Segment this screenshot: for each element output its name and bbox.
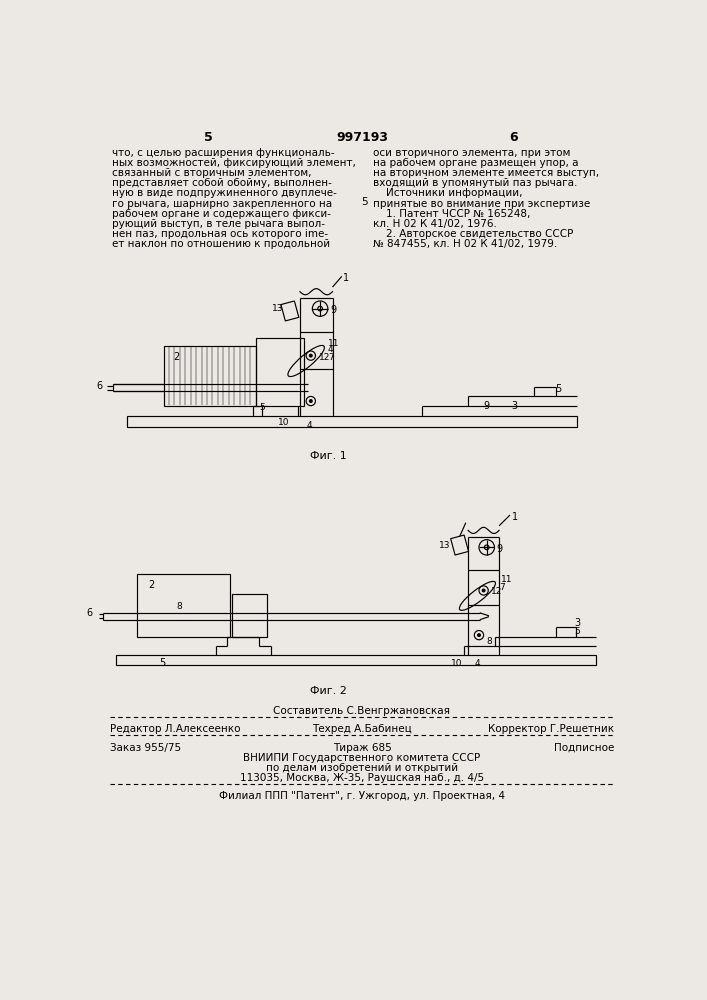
Text: на рабочем органе размещен упор, а: на рабочем органе размещен упор, а — [373, 158, 578, 168]
Text: 6: 6 — [86, 608, 92, 618]
Text: Тираж 685: Тираж 685 — [332, 743, 392, 753]
Bar — [137, 574, 230, 637]
Text: 11: 11 — [328, 339, 339, 348]
Text: Корректор Г.Решетник: Корректор Г.Решетник — [489, 724, 614, 734]
Bar — [450, 535, 469, 555]
Text: 12: 12 — [319, 353, 330, 362]
Text: Филиал ППП "Патент", г. Ужгород, ул. Проектная, 4: Филиал ППП "Патент", г. Ужгород, ул. Про… — [219, 791, 505, 801]
Text: 5: 5 — [159, 658, 165, 668]
Text: 7: 7 — [328, 353, 334, 362]
Text: 13: 13 — [272, 304, 284, 313]
Text: 13: 13 — [438, 541, 450, 550]
Text: 9: 9 — [497, 544, 503, 554]
Text: связанный с вторичным элементом,: связанный с вторичным элементом, — [112, 168, 311, 178]
Text: 10: 10 — [451, 659, 462, 668]
Text: 6: 6 — [509, 131, 518, 144]
Text: 5: 5 — [259, 403, 264, 412]
Text: Составитель С.Венгржановская: Составитель С.Венгржановская — [274, 706, 450, 716]
Text: 5: 5 — [204, 131, 213, 144]
Text: 2: 2 — [174, 352, 180, 362]
Bar — [127, 416, 577, 427]
Text: 4: 4 — [474, 659, 480, 668]
Text: Фиг. 1: Фиг. 1 — [310, 451, 347, 461]
Text: Фиг. 2: Фиг. 2 — [310, 686, 347, 696]
Text: 6: 6 — [96, 381, 103, 391]
Circle shape — [482, 589, 485, 592]
Circle shape — [478, 634, 480, 637]
Text: 1: 1 — [344, 273, 349, 283]
Text: рабочем органе и содержащего фикси-: рабочем органе и содержащего фикси- — [112, 209, 331, 219]
Text: Редактор Л.Алексеенко: Редактор Л.Алексеенко — [110, 724, 240, 734]
Text: 1: 1 — [512, 512, 518, 522]
Text: 8: 8 — [176, 602, 182, 611]
Text: 2. Авторское свидетельство СССР: 2. Авторское свидетельство СССР — [373, 229, 573, 239]
Bar — [115, 655, 596, 665]
Text: 113035, Москва, Ж-35, Раушская наб., д. 4/5: 113035, Москва, Ж-35, Раушская наб., д. … — [240, 773, 484, 783]
Text: по делам изобретений и открытий: по делам изобретений и открытий — [266, 763, 458, 773]
Text: кл. Н 02 К 41/02, 1976.: кл. Н 02 К 41/02, 1976. — [373, 219, 497, 229]
Text: ную в виде подпружиненного двуплече-: ную в виде подпружиненного двуплече- — [112, 188, 337, 198]
Text: 9: 9 — [484, 401, 490, 411]
Text: 5: 5 — [361, 197, 368, 207]
Text: представляет собой обойму, выполнен-: представляет собой обойму, выполнен- — [112, 178, 332, 188]
Text: Подписное: Подписное — [554, 743, 614, 753]
Text: 3: 3 — [512, 401, 518, 411]
Text: оси вторичного элемента, при этом: оси вторичного элемента, при этом — [373, 148, 570, 158]
Text: на вторичном элементе имеется выступ,: на вторичном элементе имеется выступ, — [373, 168, 599, 178]
Text: нен паз, продольная ось которого ime-: нен паз, продольная ось которого ime- — [112, 229, 328, 239]
Circle shape — [310, 354, 312, 357]
Text: 9: 9 — [330, 305, 337, 315]
Text: Источники информации,: Источники информации, — [373, 188, 522, 198]
Text: 8: 8 — [486, 637, 493, 646]
Text: 2: 2 — [148, 580, 154, 590]
Bar — [164, 346, 256, 406]
Bar — [232, 594, 267, 637]
Text: № 847455, кл. Н 02 К 41/02, 1979.: № 847455, кл. Н 02 К 41/02, 1979. — [373, 239, 557, 249]
Text: принятые во внимание при экспертизе: принятые во внимание при экспертизе — [373, 199, 590, 209]
Text: что, с целью расширения функциональ-: что, с целью расширения функциональ- — [112, 148, 334, 158]
Circle shape — [310, 400, 312, 402]
Text: 10: 10 — [279, 418, 290, 427]
Text: Заказ 955/75: Заказ 955/75 — [110, 743, 181, 753]
Bar — [256, 338, 304, 406]
Text: ет наклон по отношению к продольной: ет наклон по отношению к продольной — [112, 239, 329, 249]
Text: 3: 3 — [574, 618, 580, 628]
Text: 1. Патент ЧССР № 165248,: 1. Патент ЧССР № 165248, — [373, 209, 530, 219]
Text: 5: 5 — [574, 627, 580, 636]
Text: 4: 4 — [328, 345, 334, 354]
Text: рующий выступ, в теле рычага выпол-: рующий выступ, в теле рычага выпол- — [112, 219, 325, 229]
Text: 4: 4 — [306, 421, 312, 430]
Text: 997193: 997193 — [336, 131, 388, 144]
Text: 12: 12 — [491, 587, 503, 596]
Text: 7: 7 — [499, 583, 505, 592]
Text: 5: 5 — [555, 384, 561, 394]
Text: ВНИИПИ Государственного комитета СССР: ВНИИПИ Государственного комитета СССР — [243, 753, 481, 763]
Text: входящий в упомянутый паз рычага.: входящий в упомянутый паз рычага. — [373, 178, 577, 188]
Text: 11: 11 — [501, 575, 512, 584]
Text: ных возможностей, фиксирующий элемент,: ных возможностей, фиксирующий элемент, — [112, 158, 356, 168]
Bar — [281, 301, 299, 321]
Text: го рычага, шарнирно закрепленного на: го рычага, шарнирно закрепленного на — [112, 199, 332, 209]
Text: Техред А.Бабинец: Техред А.Бабинец — [312, 724, 411, 734]
